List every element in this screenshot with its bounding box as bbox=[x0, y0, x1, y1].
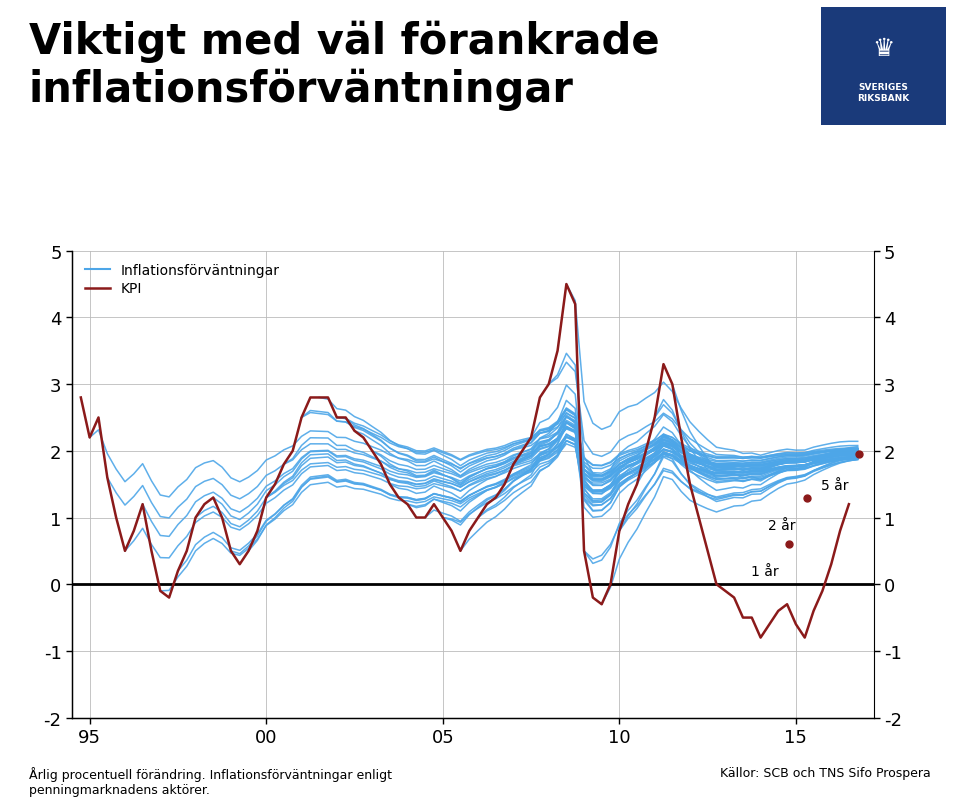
Text: ♛: ♛ bbox=[872, 37, 895, 62]
Legend: Inflationsförväntningar, KPI: Inflationsförväntningar, KPI bbox=[79, 259, 285, 302]
Text: inflationsförväntningar: inflationsförväntningar bbox=[29, 69, 574, 111]
Text: SVERIGES
RIKSBANK: SVERIGES RIKSBANK bbox=[857, 83, 909, 103]
Text: 5 år: 5 år bbox=[822, 478, 849, 492]
Text: 1 år: 1 år bbox=[751, 564, 779, 578]
Text: Viktigt med väl förankrade: Viktigt med väl förankrade bbox=[29, 20, 660, 62]
Text: Källor: SCB och TNS Sifo Prospera: Källor: SCB och TNS Sifo Prospera bbox=[720, 766, 931, 779]
Text: Årlig procentuell förändring. Inflationsförväntningar enligt
penningmarknadens a: Årlig procentuell förändring. Inflations… bbox=[29, 766, 392, 796]
Text: 2 år: 2 år bbox=[768, 518, 796, 532]
